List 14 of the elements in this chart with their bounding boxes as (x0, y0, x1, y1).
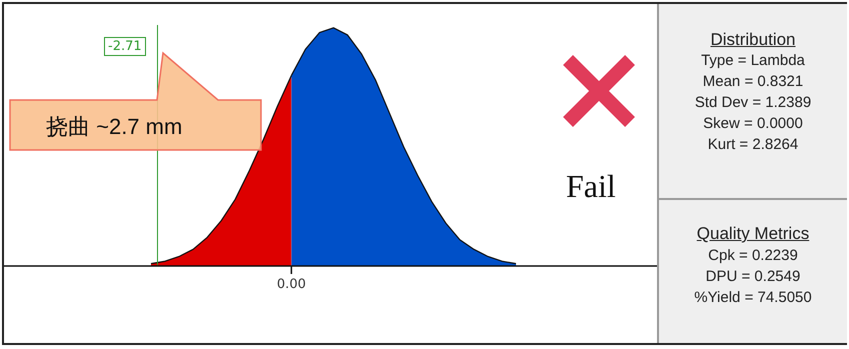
text: Skew = 0.0000 (702, 115, 804, 132)
text: Kurt = 2.8264 (706, 136, 800, 153)
text: Std Dev = 1.2389 (694, 94, 812, 111)
text: DPU = 0.2549 (704, 268, 802, 285)
text: -2.71 (104, 37, 146, 56)
text: Cpk = 0.2239 (707, 247, 799, 264)
text: %Yield = 74.5050 (693, 289, 813, 306)
text: Type = Lambda (700, 52, 806, 69)
text: Fail (566, 168, 616, 205)
text: Quality Metrics (696, 224, 810, 244)
annotation: 挠曲 ~2.7 mm (46, 113, 182, 141)
text: 0.00 (276, 276, 306, 292)
text: Distribution (709, 30, 797, 50)
text: Mean = 0.8321 (702, 73, 804, 90)
